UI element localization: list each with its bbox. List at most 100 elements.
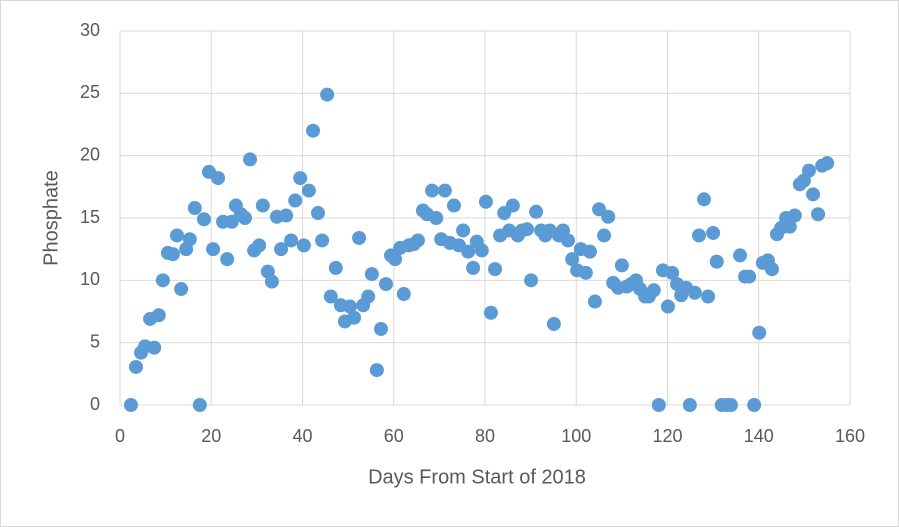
data-point: [505, 198, 520, 213]
data-point: [646, 283, 661, 298]
data-point: [369, 363, 384, 378]
data-point: [305, 123, 320, 138]
data-point: [347, 310, 362, 325]
y-tick-label: 30: [80, 20, 100, 40]
data-point: [206, 242, 221, 257]
data-point: [764, 262, 779, 277]
data-point: [446, 198, 461, 213]
data-point: [787, 208, 802, 223]
data-point: [456, 223, 471, 238]
y-axis-label: Phosphate: [40, 170, 62, 266]
data-point: [264, 274, 279, 289]
data-point: [561, 233, 576, 248]
data-point: [478, 194, 493, 209]
data-point: [410, 233, 425, 248]
data-point: [396, 287, 411, 302]
x-tick-label: 40: [292, 426, 312, 446]
data-point: [519, 222, 534, 237]
x-axis-label: Days From Start of 2018: [368, 466, 586, 488]
data-point: [651, 398, 666, 412]
data-point: [320, 87, 335, 102]
data-point: [752, 325, 767, 340]
data-point: [733, 248, 748, 263]
data-point: [682, 398, 697, 412]
data-point: [323, 289, 338, 304]
data-point: [174, 282, 189, 297]
data-point: [546, 316, 561, 331]
data-point: [660, 299, 675, 314]
data-point: [565, 252, 580, 267]
data-point: [243, 152, 258, 167]
data-point: [488, 262, 503, 277]
y-tick-label: 15: [80, 207, 100, 227]
data-point: [811, 207, 826, 222]
data-point: [437, 183, 452, 198]
data-point: [361, 289, 376, 304]
data-point: [582, 244, 597, 259]
data-point: [820, 156, 835, 171]
data-point: [388, 252, 403, 267]
data-point: [529, 204, 544, 219]
data-point: [524, 273, 539, 288]
data-point: [196, 212, 211, 227]
data-point: [192, 398, 207, 412]
data-point: [255, 198, 270, 213]
data-point: [170, 228, 185, 243]
data-point: [687, 285, 702, 300]
data-point: [806, 187, 821, 202]
data-point: [293, 171, 308, 186]
data-point: [747, 398, 762, 412]
data-point: [238, 211, 253, 225]
data-point: [301, 183, 316, 198]
data-point: [466, 260, 481, 275]
x-tick-label: 100: [561, 426, 591, 446]
x-tick-label: 140: [744, 426, 774, 446]
data-point: [597, 228, 612, 243]
data-point: [429, 211, 444, 225]
data-point: [709, 254, 724, 269]
data-point: [315, 233, 330, 248]
data-point: [483, 305, 498, 320]
data-point: [364, 267, 379, 282]
data-point: [296, 238, 311, 253]
data-point: [691, 228, 706, 243]
data-point: [288, 193, 303, 208]
data-point: [801, 163, 816, 178]
data-point: [328, 260, 343, 275]
y-tick-label: 20: [80, 144, 100, 164]
data-point: [252, 238, 267, 253]
data-point: [425, 183, 440, 198]
data-point: [155, 273, 170, 288]
data-point: [311, 206, 326, 221]
data-point: [782, 219, 797, 234]
data-point: [474, 243, 489, 258]
data-point: [614, 258, 629, 273]
data-point: [352, 230, 367, 245]
x-tick-label: 60: [384, 426, 404, 446]
data-point: [220, 252, 235, 267]
y-tick-label: 10: [80, 269, 100, 289]
data-point: [342, 299, 357, 314]
data-point: [373, 321, 388, 336]
x-tick-label: 0: [115, 426, 125, 446]
data-point: [665, 265, 680, 280]
data-point: [378, 277, 393, 292]
data-point: [697, 192, 711, 207]
x-tick-label: 160: [835, 426, 865, 446]
data-point: [701, 289, 716, 304]
data-point: [182, 232, 197, 247]
data-point: [151, 308, 166, 323]
y-tick-label: 0: [90, 394, 100, 414]
data-point: [128, 359, 143, 374]
data-point: [279, 208, 294, 223]
x-tick-label: 120: [652, 426, 682, 446]
data-point: [601, 209, 616, 224]
data-point: [284, 233, 299, 248]
data-point: [274, 242, 289, 257]
data-point: [706, 225, 721, 240]
x-tick-label: 80: [475, 426, 495, 446]
y-tick-label: 25: [80, 82, 100, 102]
data-point: [587, 294, 602, 309]
